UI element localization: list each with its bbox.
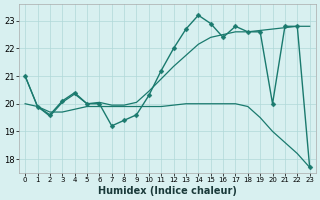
X-axis label: Humidex (Indice chaleur): Humidex (Indice chaleur) [98,186,237,196]
